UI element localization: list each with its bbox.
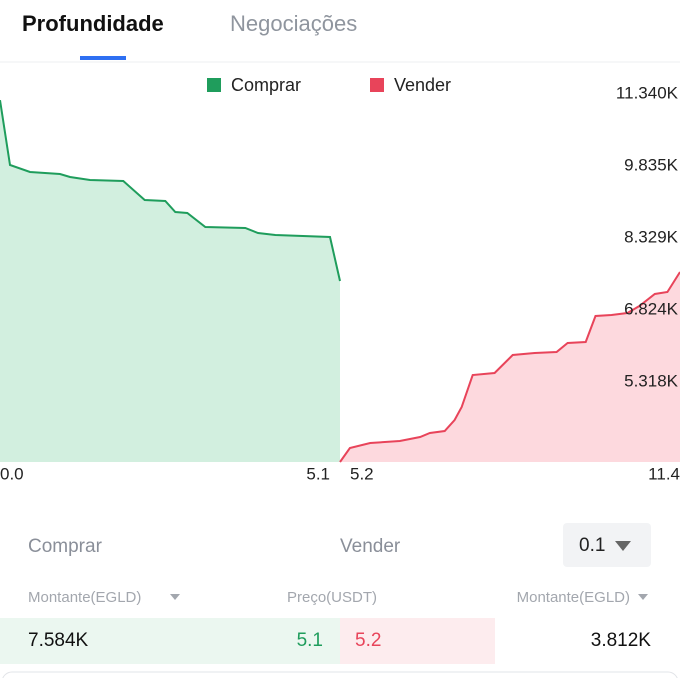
legend-label: Comprar [231, 75, 301, 95]
depth-area [0, 100, 340, 462]
sell-price: 5.2 [355, 630, 381, 651]
card-edge [2, 671, 678, 678]
sort-arrow [170, 594, 180, 600]
legend-swatch [207, 78, 221, 92]
precision-value: 0.1 [579, 535, 605, 556]
x-tick-label: 5.2 [350, 464, 374, 483]
buy-label: Comprar [28, 536, 103, 557]
column-header: Preço(USDT) [287, 589, 377, 606]
tab[interactable]: Negociações [230, 11, 357, 36]
depth-chart: 0.0 5.1 5.2 11.4 11.340K 9.835K 8.329K 6.824K 5.… [0, 75, 680, 483]
y-tick-label: 6.824K [624, 299, 679, 318]
dropdown-arrow [615, 541, 631, 551]
column-header: Montante(EGLD) [517, 589, 630, 606]
depth-line [339, 271, 680, 463]
sell-amount: 3.812K [591, 630, 652, 651]
depth-line [0, 99, 341, 282]
buy-price: 5.1 [297, 630, 323, 651]
precision-select[interactable] [563, 523, 651, 567]
legend-label: Vender [394, 75, 451, 95]
x-tick-label: 11.4 [648, 464, 680, 483]
legend-swatch [370, 78, 384, 92]
y-tick-label: 5.318K [624, 371, 679, 390]
tab-underline [80, 56, 126, 60]
x-tick-label: 5.1 [306, 464, 330, 483]
buy-amount: 7.584K [28, 630, 89, 651]
y-tick-label: 9.835K [624, 155, 679, 174]
sort-arrow [638, 594, 648, 600]
sell-depth-bar [340, 618, 495, 664]
x-tick-label: 0.0 [0, 464, 24, 483]
buy-depth-bar [0, 618, 340, 664]
column-header: Montante(EGLD) [28, 589, 141, 606]
sell-label: Vender [340, 536, 401, 557]
y-tick-label: 8.329K [624, 228, 679, 247]
y-tick-label: 11.340K [616, 84, 679, 103]
tab-active[interactable]: Profundidade [22, 11, 164, 36]
